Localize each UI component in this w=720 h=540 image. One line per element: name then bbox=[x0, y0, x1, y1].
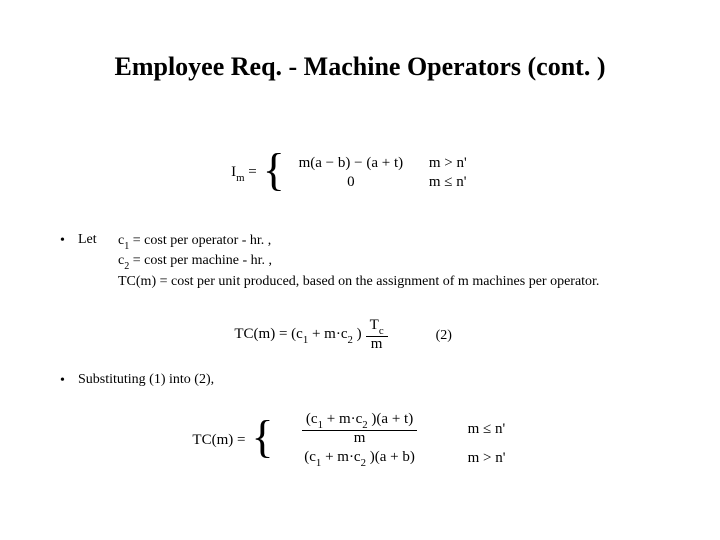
brace-icon-2: { bbox=[249, 419, 275, 462]
eq2-lhs: TC(m) = (c bbox=[234, 326, 302, 342]
eq3-c1-s2: 2 bbox=[362, 419, 367, 431]
eq1-case2: 0 m ≤ n' bbox=[291, 174, 489, 191]
eq1-case2-val: 0 bbox=[291, 174, 411, 191]
eq3-case1-val: (c1 + m·c2 )(a + t) m bbox=[280, 412, 440, 447]
eq1-lhs-sub: m bbox=[236, 172, 244, 184]
eq3-c2-c: )(a + b) bbox=[366, 449, 415, 465]
eq3-case2-val: (c1 + m·c2 )(a + b) bbox=[280, 449, 440, 468]
eq1-lhs: Im = bbox=[231, 164, 257, 183]
eq1-case2-cond: m ≤ n' bbox=[411, 174, 489, 191]
eq3-case2: (c1 + m·c2 )(a + b) m > n' bbox=[280, 449, 528, 468]
equation-idle-time: Im = { m(a − b) − (a + t) m > n' 0 m ≤ n… bbox=[0, 152, 720, 195]
eq3-c1-den: m bbox=[302, 430, 417, 447]
eq2-frac-num-b: c bbox=[379, 325, 384, 337]
def-c1-sub: 1 bbox=[124, 241, 129, 252]
def-c2: c2 = cost per machine - hr. , bbox=[118, 252, 680, 272]
def-c2-sub: 2 bbox=[124, 261, 129, 272]
slide: Employee Req. - Machine Operators (cont.… bbox=[0, 0, 720, 540]
eq3-c2-cond: m > n' bbox=[440, 450, 528, 467]
eq3-case1: (c1 + m·c2 )(a + t) m m ≤ n' bbox=[280, 412, 528, 447]
eq2-number: (2) bbox=[392, 328, 486, 344]
def-c1: c1 = cost per operator - hr. , bbox=[118, 232, 680, 252]
eq3-c2-b: + m·c bbox=[321, 449, 360, 465]
eq1-cases: m(a − b) − (a + t) m > n' 0 m ≤ n' bbox=[291, 155, 489, 191]
eq2-s1: 1 bbox=[303, 334, 308, 346]
bullet2-dot-icon: • bbox=[60, 372, 78, 389]
eq2-expr: TC(m) = (c1 + m·c2 ) bbox=[234, 326, 361, 345]
bullet-substituting: • Substituting (1) into (2), bbox=[60, 372, 680, 389]
bullet-dot-icon: • bbox=[60, 232, 78, 249]
eq3-case1-num: (c1 + m·c2 )(a + t) bbox=[304, 412, 415, 430]
eq1-case1-val: m(a − b) − (a + t) bbox=[291, 155, 411, 172]
eq2-frac-num: Tc bbox=[368, 318, 386, 336]
bullet-body-defs: c1 = cost per operator - hr. , c2 = cost… bbox=[118, 232, 680, 292]
eq3-c1-b: + m·c bbox=[323, 411, 362, 427]
eq3-c2-s2: 2 bbox=[361, 457, 366, 469]
eq3-c1-s1: 1 bbox=[318, 419, 323, 431]
def-tcm: TC(m) = cost per unit produced, based on… bbox=[118, 273, 680, 292]
eq3-lhs: TC(m) = bbox=[192, 432, 245, 449]
slide-title: Employee Req. - Machine Operators (cont.… bbox=[0, 52, 720, 82]
eq3-c1-c: )(a + t) bbox=[368, 411, 414, 427]
eq2-mid: + m·c bbox=[308, 326, 347, 342]
eq3-c2-s1: 1 bbox=[316, 457, 321, 469]
brace-icon: { bbox=[261, 152, 287, 195]
eq1-case1-cond: m > n' bbox=[411, 155, 489, 172]
def-c2-text: = cost per machine - hr. , bbox=[129, 253, 272, 268]
eq2-frac: Tc m bbox=[366, 318, 388, 353]
eq3-cases: (c1 + m·c2 )(a + t) m m ≤ n' (c1 + m·c2 … bbox=[280, 412, 528, 468]
bullet-lead-let: Let bbox=[78, 232, 118, 248]
equation-tcm: TC(m) = (c1 + m·c2 ) Tc m (2) bbox=[0, 318, 720, 353]
bullet2-text: Substituting (1) into (2), bbox=[78, 372, 680, 388]
bullet-let: • Let c1 = cost per operator - hr. , c2 … bbox=[60, 232, 680, 292]
eq2-frac-num-a: T bbox=[370, 317, 379, 333]
eq2-s2: 2 bbox=[348, 334, 353, 346]
eq3-c1-a: (c bbox=[306, 411, 318, 427]
eq2-frac-den: m bbox=[366, 336, 388, 353]
eq1-case1: m(a − b) − (a + t) m > n' bbox=[291, 155, 489, 172]
eq3-c1-cond: m ≤ n' bbox=[440, 421, 528, 438]
eq2-rhs: ) bbox=[353, 326, 362, 342]
def-c1-text: = cost per operator - hr. , bbox=[129, 233, 271, 248]
eq3-c2-a: (c bbox=[304, 449, 316, 465]
eq1-eqsign: = bbox=[245, 164, 257, 180]
eq3-case1-frac: (c1 + m·c2 )(a + t) m bbox=[302, 412, 417, 447]
equation-tcm-piecewise: TC(m) = { (c1 + m·c2 )(a + t) m m ≤ n' (… bbox=[0, 412, 720, 468]
